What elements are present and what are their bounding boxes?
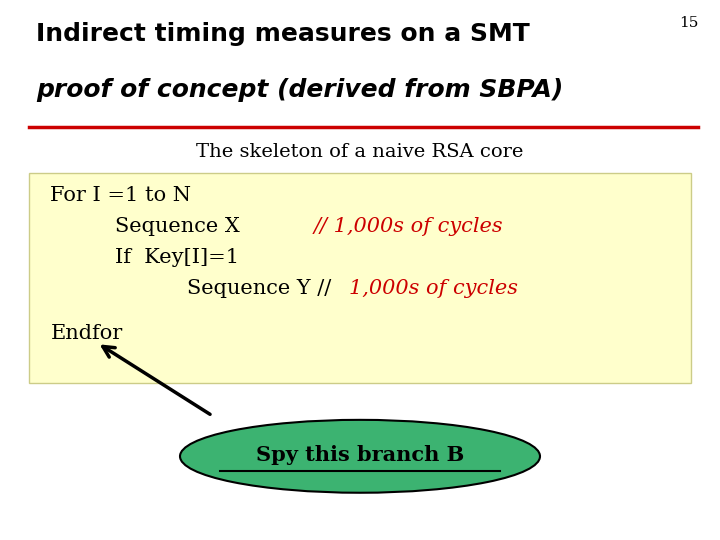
Text: Endfor: Endfor <box>50 324 122 343</box>
Text: 1,000s of cycles: 1,000s of cycles <box>349 279 518 298</box>
FancyBboxPatch shape <box>29 173 691 383</box>
Text: Spy this branch B: Spy this branch B <box>256 444 464 465</box>
Text: For I =1 to N: For I =1 to N <box>50 186 192 205</box>
Text: Sequence Y //: Sequence Y // <box>187 279 331 298</box>
Text: proof of concept (derived from SBPA): proof of concept (derived from SBPA) <box>36 78 563 102</box>
Text: Sequence X: Sequence X <box>115 217 240 236</box>
Text: 15: 15 <box>679 16 698 30</box>
Text: If  Key[I]=1: If Key[I]=1 <box>115 248 239 267</box>
Text: Indirect timing measures on a SMT: Indirect timing measures on a SMT <box>36 22 530 45</box>
Text: // 1,000s of cycles: // 1,000s of cycles <box>313 217 503 236</box>
Ellipse shape <box>180 420 540 492</box>
Text: The skeleton of a naive RSA core: The skeleton of a naive RSA core <box>197 143 523 161</box>
